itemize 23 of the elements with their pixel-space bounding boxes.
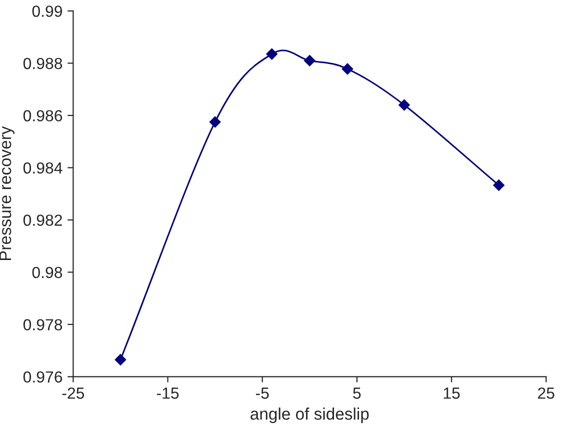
- x-axis-title: angle of sideslip: [250, 408, 369, 424]
- x-tick-label: -25: [62, 388, 84, 399]
- x-tick-label: -15: [156, 388, 179, 399]
- y-tick-label: 0.99: [32, 6, 62, 17]
- y-axis-title: Pressure recovery: [0, 126, 14, 260]
- point: [304, 54, 316, 66]
- x-tick-label: 25: [538, 388, 554, 399]
- x-tick-label: -5: [256, 388, 269, 399]
- point: [493, 180, 504, 191]
- y-tick-label: 0.988: [23, 58, 62, 70]
- point: [342, 63, 354, 75]
- y-tick-label: 0.978: [23, 319, 62, 330]
- y-tick-label: 0.986: [23, 110, 62, 122]
- y-tick-label: 0.982: [23, 214, 62, 226]
- x-tick-label: 5: [353, 388, 361, 399]
- point: [266, 48, 278, 60]
- point: [209, 116, 221, 128]
- y-tick-label: 0.98: [32, 266, 62, 278]
- x-tick-label: 15: [444, 388, 460, 399]
- point: [398, 99, 410, 111]
- point: [114, 354, 126, 366]
- y-tick-label: 0.984: [23, 162, 62, 174]
- y-tick-label: 0.976: [23, 371, 62, 383]
